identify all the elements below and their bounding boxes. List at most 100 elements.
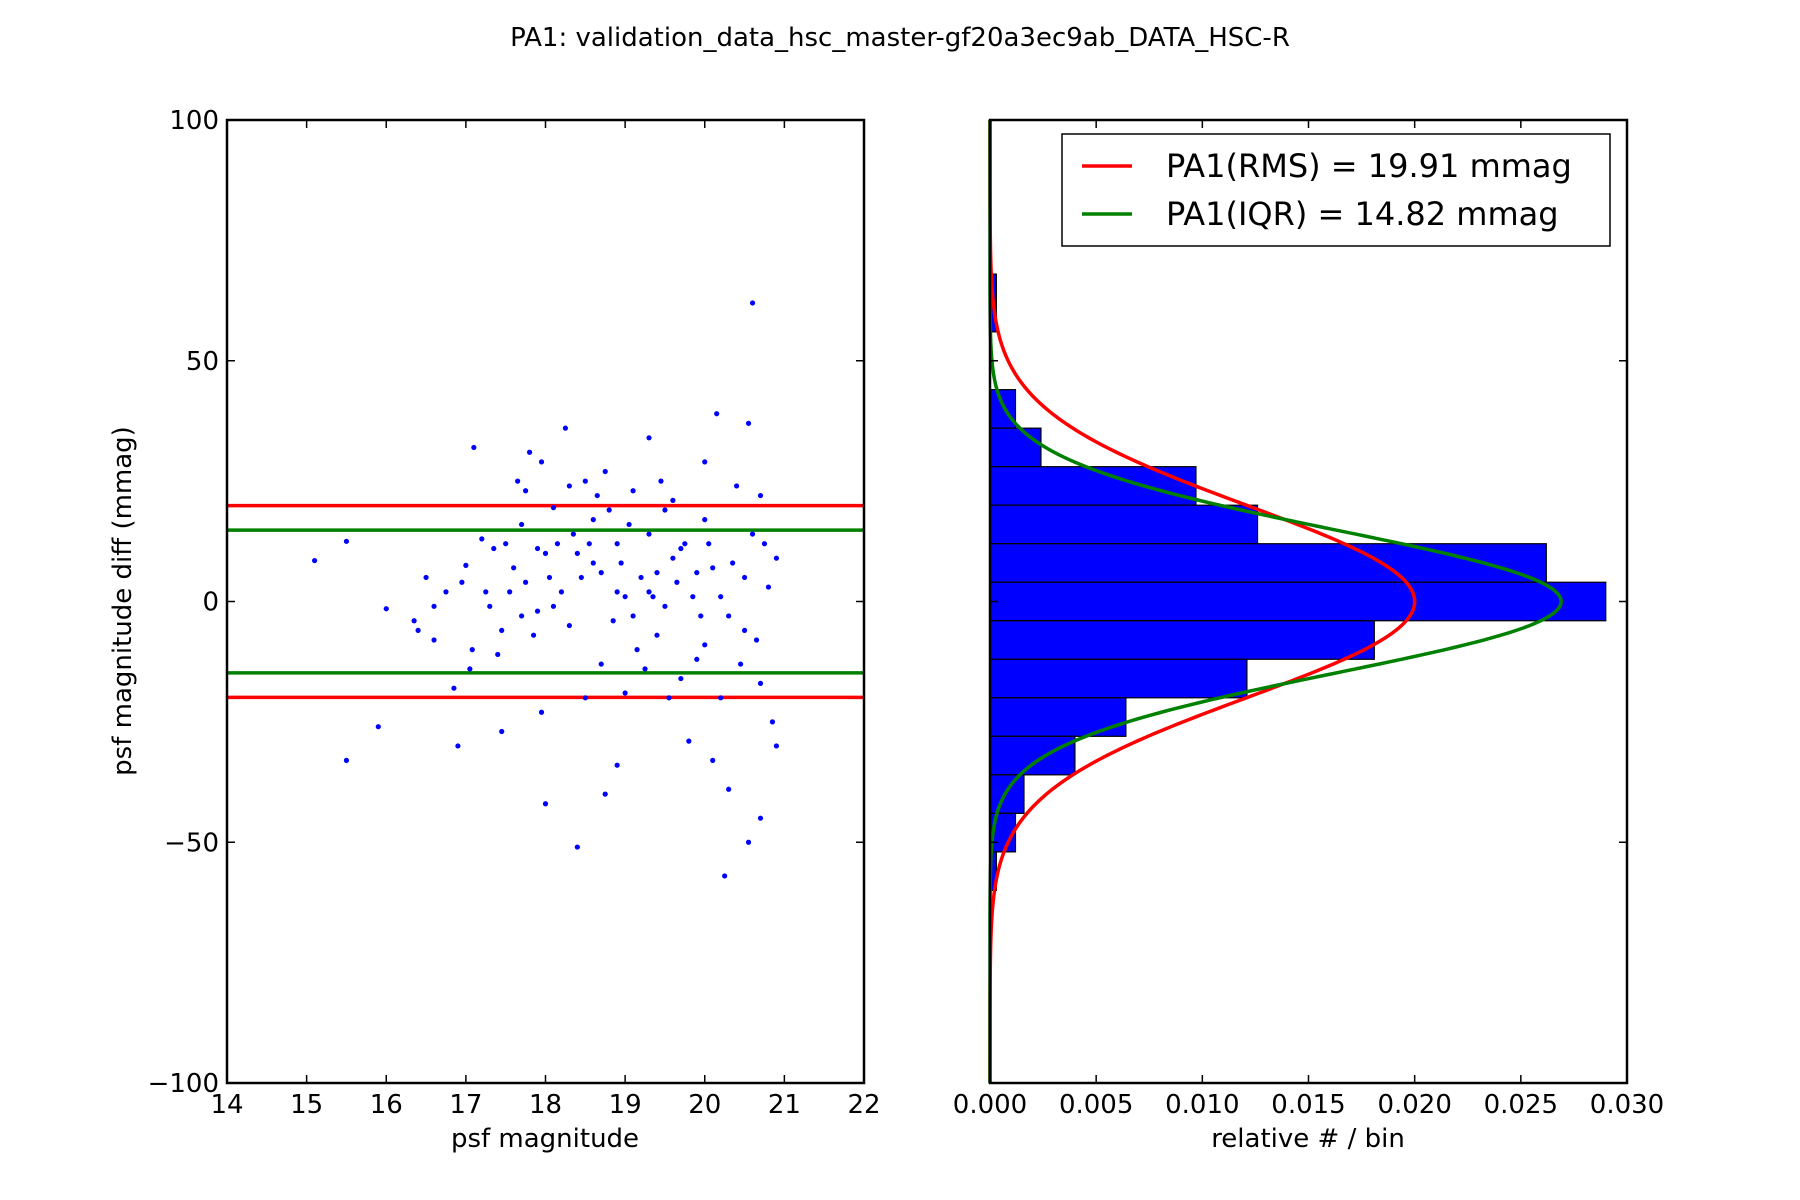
scatter-y-axis-label: psf magnitude diff (mmag) [108,426,138,776]
x-tick-label: 0.030 [1590,1090,1664,1120]
y-tick-label: −50 [164,828,219,858]
scatter-point [538,459,545,465]
histogram-ticks: 0.000 0.005 0.010 0.015 0.020 0.025 0.030 [953,119,1664,1120]
scatter-point [511,565,517,571]
scatter-point [614,541,620,547]
histogram-bar [989,620,1375,660]
scatter-point [566,483,572,489]
scatter-point [638,574,644,581]
y-tick-label: 50 [186,347,219,377]
scatter-point [690,594,696,600]
scatter-point [459,579,465,585]
scatter-point [757,680,764,686]
scatter-point [554,541,561,547]
scatter-point [515,478,521,484]
scatter-point [423,574,429,581]
scatter-point [586,541,592,547]
legend-label-iqr: PA1(IQR) = 14.82 mmag [1166,195,1559,233]
scatter-point [558,589,565,595]
scatter-point [702,642,708,648]
histogram-axes-frame [988,118,1629,1085]
scatter-point [610,618,616,624]
scatter-point [574,550,580,556]
scatter-point [710,565,716,571]
x-tick-label: 0.020 [1377,1090,1451,1120]
scatter-point [534,608,541,614]
scatter-point [702,459,708,465]
scatter-point [646,435,652,441]
scatter-plot-area [227,120,864,1083]
scatter-point [658,478,664,484]
scatter-point [383,606,389,612]
scatter-point [670,555,676,561]
histogram-bars [989,273,1607,892]
scatter-point [734,483,740,489]
x-tick-label: 0.025 [1484,1090,1558,1120]
scatter-point [678,675,684,682]
scatter-point [566,622,572,629]
scatter-point [618,560,624,566]
scatter-point [654,570,660,576]
scatter-point [499,627,505,633]
scatter-point [622,594,628,600]
scatter-point [630,488,636,494]
scatter-point [606,507,612,513]
scatter-point [753,637,760,643]
histogram-x-axis-label: relative # / bin [1211,1124,1405,1154]
scatter-point [642,666,648,672]
scatter-point [622,690,628,696]
x-tick-label: 21 [768,1090,801,1120]
scatter-point [741,574,748,581]
scatter-point [375,724,381,730]
scatter-point [614,762,620,768]
scatter-point [726,786,732,792]
scatter-point [550,505,557,511]
scatter-point [749,531,756,537]
legend-box [1061,133,1611,247]
histogram-bar [989,735,1076,776]
scatter-point [773,743,780,749]
scatter-point [726,613,732,619]
scatter-point [646,589,652,595]
scatter-point [570,531,576,537]
scatter-point [678,545,684,552]
scatter-point [469,647,475,653]
scatter-point [630,613,636,619]
x-tick-label: 16 [370,1090,403,1120]
scatter-point [737,661,744,667]
scatter-point [650,594,656,600]
x-tick-label: 19 [609,1090,642,1120]
figure-title: PA1: validation_data_hsc_master-gf20a3ec… [510,23,1290,53]
y-tick-label: −100 [148,1069,219,1099]
scatter-point [487,603,493,609]
scatter-point [479,536,485,542]
scatter-point [722,873,728,879]
scatter-point [666,695,672,701]
scatter-point [530,632,537,638]
scatter-point [519,521,525,528]
scatter-point [694,570,700,576]
scatter-point [550,603,557,609]
scatter-point [773,555,780,561]
scatter-point [670,497,676,503]
scatter-point [463,562,469,568]
threshold-lines [227,503,864,700]
scatter-point [582,478,588,484]
x-tick-label: 20 [688,1090,721,1120]
scatter-point [431,637,437,643]
scatter-point [522,488,529,494]
y-tick-label: 100 [169,106,219,136]
scatter-point [706,541,712,547]
scatter-ticks: 14 15 16 17 18 19 20 21 22 −100 −50 0 50 100 [148,106,881,1120]
scatter-point [702,517,708,523]
scatter-point [757,815,764,821]
scatter-point [590,517,596,523]
scatter-point [522,579,529,585]
histogram-bar [989,658,1248,699]
scatter-point [757,492,764,499]
x-tick-label: 0.000 [953,1090,1027,1120]
scatter-point [443,589,449,595]
scatter-point [538,709,545,715]
histogram-panel: 0.000 0.005 0.010 0.015 0.020 0.025 0.030 rela… [953,118,1664,1154]
